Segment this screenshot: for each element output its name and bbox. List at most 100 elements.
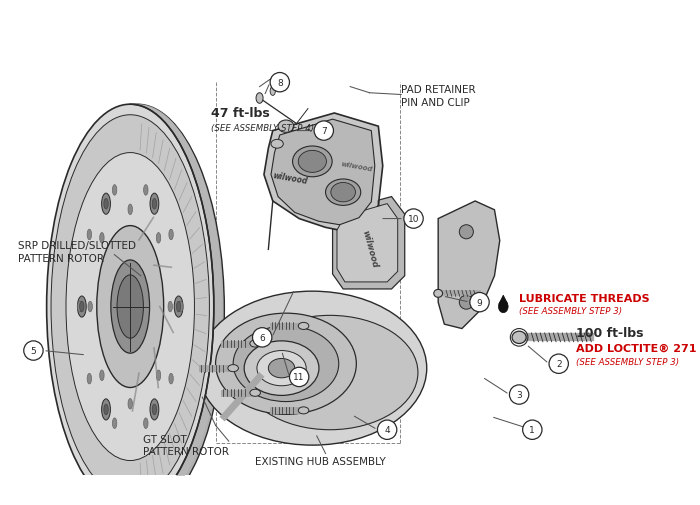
Ellipse shape (128, 399, 132, 409)
Ellipse shape (47, 105, 214, 505)
Text: wilwood: wilwood (340, 161, 372, 172)
Ellipse shape (498, 301, 508, 313)
Ellipse shape (244, 341, 319, 395)
Text: LUBRICATE THREADS: LUBRICATE THREADS (519, 293, 650, 303)
Polygon shape (337, 204, 398, 282)
Text: 11: 11 (293, 373, 305, 382)
Circle shape (549, 355, 568, 374)
Circle shape (523, 420, 542, 439)
Ellipse shape (99, 233, 104, 243)
Ellipse shape (434, 290, 442, 298)
Ellipse shape (270, 87, 275, 96)
Circle shape (459, 225, 473, 239)
Ellipse shape (169, 230, 174, 240)
Ellipse shape (242, 316, 418, 430)
Text: PATTERN ROTOR: PATTERN ROTOR (18, 254, 104, 264)
Ellipse shape (169, 374, 174, 384)
Ellipse shape (250, 340, 260, 347)
Ellipse shape (78, 296, 86, 318)
Polygon shape (332, 197, 405, 289)
Ellipse shape (326, 180, 360, 206)
Ellipse shape (268, 359, 295, 378)
Text: PAD RETAINER: PAD RETAINER (401, 85, 476, 95)
Ellipse shape (293, 146, 332, 177)
Circle shape (510, 385, 528, 405)
Ellipse shape (80, 301, 84, 312)
Ellipse shape (174, 296, 183, 318)
Text: (SEE ASSEMBLY STEP 3): (SEE ASSEMBLY STEP 3) (576, 357, 680, 366)
Ellipse shape (113, 185, 117, 196)
Ellipse shape (233, 326, 339, 402)
Text: wilwood: wilwood (272, 170, 309, 185)
Circle shape (270, 73, 290, 93)
Ellipse shape (156, 233, 161, 243)
Ellipse shape (99, 370, 104, 381)
Ellipse shape (150, 399, 159, 420)
Ellipse shape (150, 194, 159, 215)
Text: SRP DRILLED/SLOTTED: SRP DRILLED/SLOTTED (18, 240, 136, 250)
Text: 1: 1 (529, 425, 536, 434)
Ellipse shape (216, 314, 356, 415)
Text: PIN AND CLIP: PIN AND CLIP (401, 98, 470, 108)
Ellipse shape (271, 140, 284, 149)
Circle shape (377, 420, 397, 439)
Text: wilwood: wilwood (360, 228, 379, 268)
Ellipse shape (104, 199, 108, 210)
Ellipse shape (168, 301, 172, 312)
Ellipse shape (78, 301, 82, 312)
Ellipse shape (97, 226, 164, 388)
Ellipse shape (88, 374, 92, 384)
Ellipse shape (250, 389, 260, 396)
Text: (SEE ASSEMBLY STEP 4): (SEE ASSEMBLY STEP 4) (211, 124, 314, 133)
Ellipse shape (298, 151, 326, 173)
Ellipse shape (50, 105, 225, 505)
Ellipse shape (102, 194, 111, 215)
Ellipse shape (198, 291, 427, 445)
Ellipse shape (88, 230, 92, 240)
Text: 5: 5 (31, 346, 36, 356)
Ellipse shape (331, 183, 356, 203)
Circle shape (459, 295, 473, 310)
Ellipse shape (156, 370, 161, 381)
Ellipse shape (298, 323, 309, 330)
Polygon shape (499, 295, 508, 305)
Ellipse shape (144, 418, 148, 429)
Ellipse shape (228, 365, 239, 372)
Text: 2: 2 (556, 360, 561, 369)
Text: EXISTING HUB ASSEMBLY: EXISTING HUB ASSEMBLY (256, 456, 386, 466)
Text: GT SLOT: GT SLOT (143, 434, 186, 444)
Ellipse shape (111, 261, 150, 353)
Text: 47 ft-lbs: 47 ft-lbs (211, 107, 270, 120)
Polygon shape (271, 120, 375, 225)
Ellipse shape (152, 199, 157, 210)
Ellipse shape (257, 351, 306, 386)
Ellipse shape (88, 301, 92, 312)
Text: 9: 9 (477, 298, 482, 307)
Ellipse shape (128, 205, 132, 215)
Text: 3: 3 (516, 390, 522, 399)
Ellipse shape (178, 301, 183, 312)
Circle shape (253, 328, 272, 347)
Circle shape (470, 293, 489, 312)
Polygon shape (264, 114, 383, 232)
Text: 100 ft-lbs: 100 ft-lbs (576, 327, 644, 340)
Ellipse shape (256, 93, 263, 104)
Text: 10: 10 (408, 215, 419, 224)
Text: 8: 8 (277, 79, 283, 87)
Ellipse shape (66, 154, 195, 461)
Text: PATTERN ROTOR: PATTERN ROTOR (143, 446, 228, 456)
Text: 7: 7 (321, 127, 327, 136)
Ellipse shape (512, 331, 526, 344)
Circle shape (314, 122, 333, 141)
Ellipse shape (51, 116, 209, 498)
Ellipse shape (102, 399, 111, 420)
Ellipse shape (117, 275, 144, 338)
Text: 4: 4 (384, 425, 390, 434)
Ellipse shape (278, 121, 294, 133)
Circle shape (404, 210, 424, 229)
Ellipse shape (104, 405, 108, 415)
Ellipse shape (113, 418, 117, 429)
Text: ADD LOCTITE® 271: ADD LOCTITE® 271 (576, 343, 696, 353)
Ellipse shape (176, 301, 181, 312)
Ellipse shape (298, 407, 309, 414)
